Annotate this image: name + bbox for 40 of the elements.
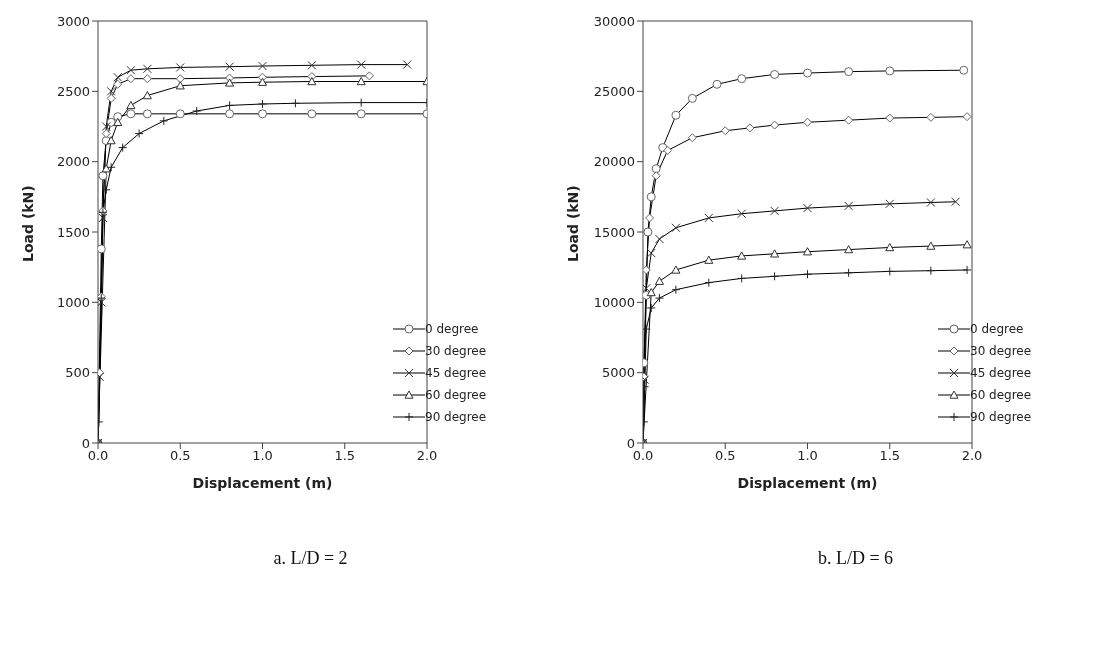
y-tick-label: 500 [65, 365, 90, 381]
y-tick-label: 15000 [593, 224, 635, 240]
y-tick-label: 1500 [56, 224, 90, 240]
legend-label: 0 degree [970, 322, 1024, 336]
y-axis-title: Load (kN) [564, 185, 581, 262]
x-tick-label: 0.5 [169, 448, 191, 464]
x-tick-label: 2.0 [416, 448, 438, 464]
x-axis-title: Displacement (m) [737, 475, 878, 491]
legend-label: 60 degree [425, 388, 487, 402]
y-tick-label: 1000 [56, 294, 90, 310]
y-tick-label: 30000 [593, 13, 635, 29]
x-tick-label: 1.0 [797, 448, 818, 464]
legend-label: 30 degree [970, 344, 1032, 358]
legend-label: 45 degree [425, 366, 487, 380]
x-tick-label: 1.5 [879, 448, 901, 464]
y-tick-label: 0 [626, 435, 635, 451]
x-tick-label: 0.0 [87, 448, 109, 464]
legend-label: 45 degree [970, 366, 1032, 380]
legend-label: 60 degree [970, 388, 1032, 402]
y-tick-label: 2000 [56, 154, 90, 170]
y-tick-label: 3000 [56, 13, 90, 29]
x-tick-label: 1.5 [334, 448, 356, 464]
y-tick-label: 0 [81, 435, 90, 451]
y-tick-label: 10000 [593, 294, 635, 310]
x-tick-label: 0.0 [632, 448, 654, 464]
x-tick-label: 2.0 [961, 448, 983, 464]
text: a. L/D = 2 [272, 548, 349, 569]
y-tick-label: 25000 [593, 83, 635, 99]
x-axis-title: Displacement (m) [192, 475, 333, 491]
y-axis-title: Load (kN) [19, 185, 36, 262]
legend-label: 0 degree [425, 322, 479, 336]
x-tick-label: 1.0 [252, 448, 273, 464]
legend-label: 90 degree [970, 410, 1032, 424]
y-tick-label: 20000 [593, 154, 635, 170]
text: b. L/D = 6 [816, 548, 895, 569]
x-tick-label: 0.5 [714, 448, 736, 464]
legend-label: 90 degree [425, 410, 487, 424]
y-tick-label: 5000 [601, 365, 635, 381]
y-tick-label: 2500 [56, 83, 90, 99]
legend-label: 30 degree [425, 344, 487, 358]
